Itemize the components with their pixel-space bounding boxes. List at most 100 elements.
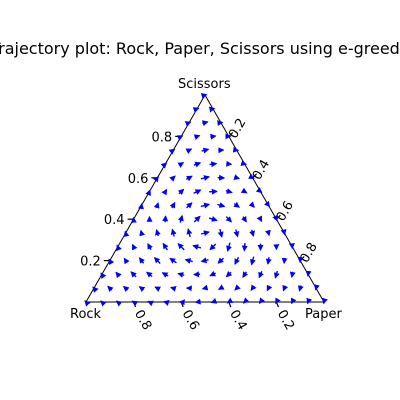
flow-arrow: [234, 256, 240, 265]
flow-arrow: [169, 257, 177, 264]
flow-arrow: [273, 270, 280, 279]
corner-label-scissors: Scissors: [178, 77, 231, 92]
flow-arrow: [297, 285, 304, 292]
flow-arrow: [241, 242, 248, 252]
flow-arrow: [200, 230, 210, 237]
flow-arrow: [186, 228, 193, 238]
flow-arrow: [184, 121, 192, 127]
flow-arrow: [193, 134, 201, 141]
flow-arrow: [100, 300, 107, 307]
bottom-tick-label: 0.4: [226, 308, 249, 333]
flow-arrow: [161, 272, 169, 278]
flow-arrow: [184, 258, 193, 264]
flow-arrow: [160, 162, 168, 169]
left-tick-label: 0.6: [128, 172, 149, 187]
flow-arrow: [225, 270, 233, 278]
flow-arrow: [234, 284, 241, 291]
flow-arrow: [152, 175, 159, 183]
flow-arrow: [249, 229, 256, 237]
flow-arrow: [177, 272, 185, 278]
flow-arrow: [226, 297, 234, 304]
flow-arrow: [233, 174, 241, 180]
flow-arrow: [240, 187, 248, 194]
flow-arrow: [193, 161, 202, 168]
flow-arrow: [122, 285, 130, 293]
flow-arrow: [153, 202, 160, 209]
flow-arrow: [161, 188, 168, 196]
flow-arrow: [217, 257, 224, 264]
flow-arrow: [115, 300, 123, 307]
flow-arrow: [226, 242, 232, 252]
flow-arrow: [186, 202, 193, 209]
flow-arrow: [169, 175, 176, 182]
flow-arrow: [146, 271, 153, 278]
flow-arrow: [200, 202, 211, 209]
tick-group: 0.20.40.60.8 0.20.40.60.80.8 0.6 0.4 0.2: [80, 116, 321, 333]
corner-label-paper: Paper: [305, 307, 342, 322]
ternary-triangle: [85, 93, 325, 303]
corner-label-rock: Rock: [70, 307, 102, 322]
flow-arrow: [233, 229, 240, 238]
flow-arrow: [177, 162, 185, 168]
flow-arrow: [168, 148, 176, 155]
flow-arrow: [107, 285, 114, 292]
flow-arrow: [265, 257, 272, 265]
flow-arrow: [282, 284, 289, 292]
flow-arrow: [275, 297, 281, 305]
flow-arrow: [147, 300, 154, 307]
flow-arrow: [225, 216, 232, 223]
flow-arrow: [209, 243, 217, 251]
left-tick-label: 0.2: [80, 255, 101, 270]
flow-arrow: [289, 271, 296, 278]
flow-arrow: [259, 297, 265, 305]
flow-arrow: [200, 92, 208, 99]
flow-arrow: [123, 257, 130, 265]
bottom-tick-label: 0.6: [179, 308, 202, 333]
flow-arrow: [147, 243, 153, 251]
flow-arrow: [162, 242, 169, 251]
flow-arrow: [139, 229, 146, 237]
arrow-field: [84, 92, 328, 307]
flow-arrow: [169, 286, 177, 292]
left-tick-label: 0.8: [152, 130, 173, 145]
flow-arrow: [280, 228, 287, 236]
bottom-tick: [228, 301, 232, 308]
flow-arrow: [154, 286, 162, 293]
flow-arrow: [266, 284, 273, 292]
flow-arrow: [177, 214, 184, 223]
flow-arrow: [240, 160, 248, 166]
flow-arrow: [176, 135, 184, 141]
flow-arrow: [200, 257, 209, 264]
flow-arrow: [264, 200, 270, 208]
flow-arrow: [185, 175, 193, 182]
flow-arrow: [209, 270, 217, 277]
flow-arrow: [200, 175, 210, 181]
flow-arrow: [217, 202, 226, 208]
flow-arrow: [177, 242, 185, 251]
flow-arrow: [217, 228, 224, 238]
flow-arrow: [185, 148, 193, 154]
flow-arrow: [193, 189, 202, 195]
flow-arrow: [313, 284, 320, 291]
flow-arrow: [116, 244, 122, 252]
flow-arrow: [258, 271, 264, 279]
flow-arrow: [208, 106, 216, 113]
flow-arrow: [162, 300, 170, 306]
flow-arrow: [100, 272, 107, 280]
flow-arrow: [123, 230, 130, 238]
flow-arrow: [242, 297, 250, 304]
flow-arrow: [193, 215, 201, 223]
flow-arrow: [210, 133, 217, 140]
flow-arrow: [201, 284, 209, 291]
flow-arrow: [138, 286, 146, 293]
flow-arrow: [131, 300, 139, 307]
flow-arrow: [255, 187, 263, 194]
flow-arrow: [138, 257, 145, 264]
flow-arrow: [272, 214, 278, 222]
flow-arrow: [248, 201, 255, 208]
flow-arrow: [208, 216, 218, 222]
flow-arrow: [162, 215, 169, 223]
flow-arrow: [177, 188, 185, 196]
flow-arrow: [115, 271, 122, 279]
flow-arrow: [225, 188, 233, 194]
